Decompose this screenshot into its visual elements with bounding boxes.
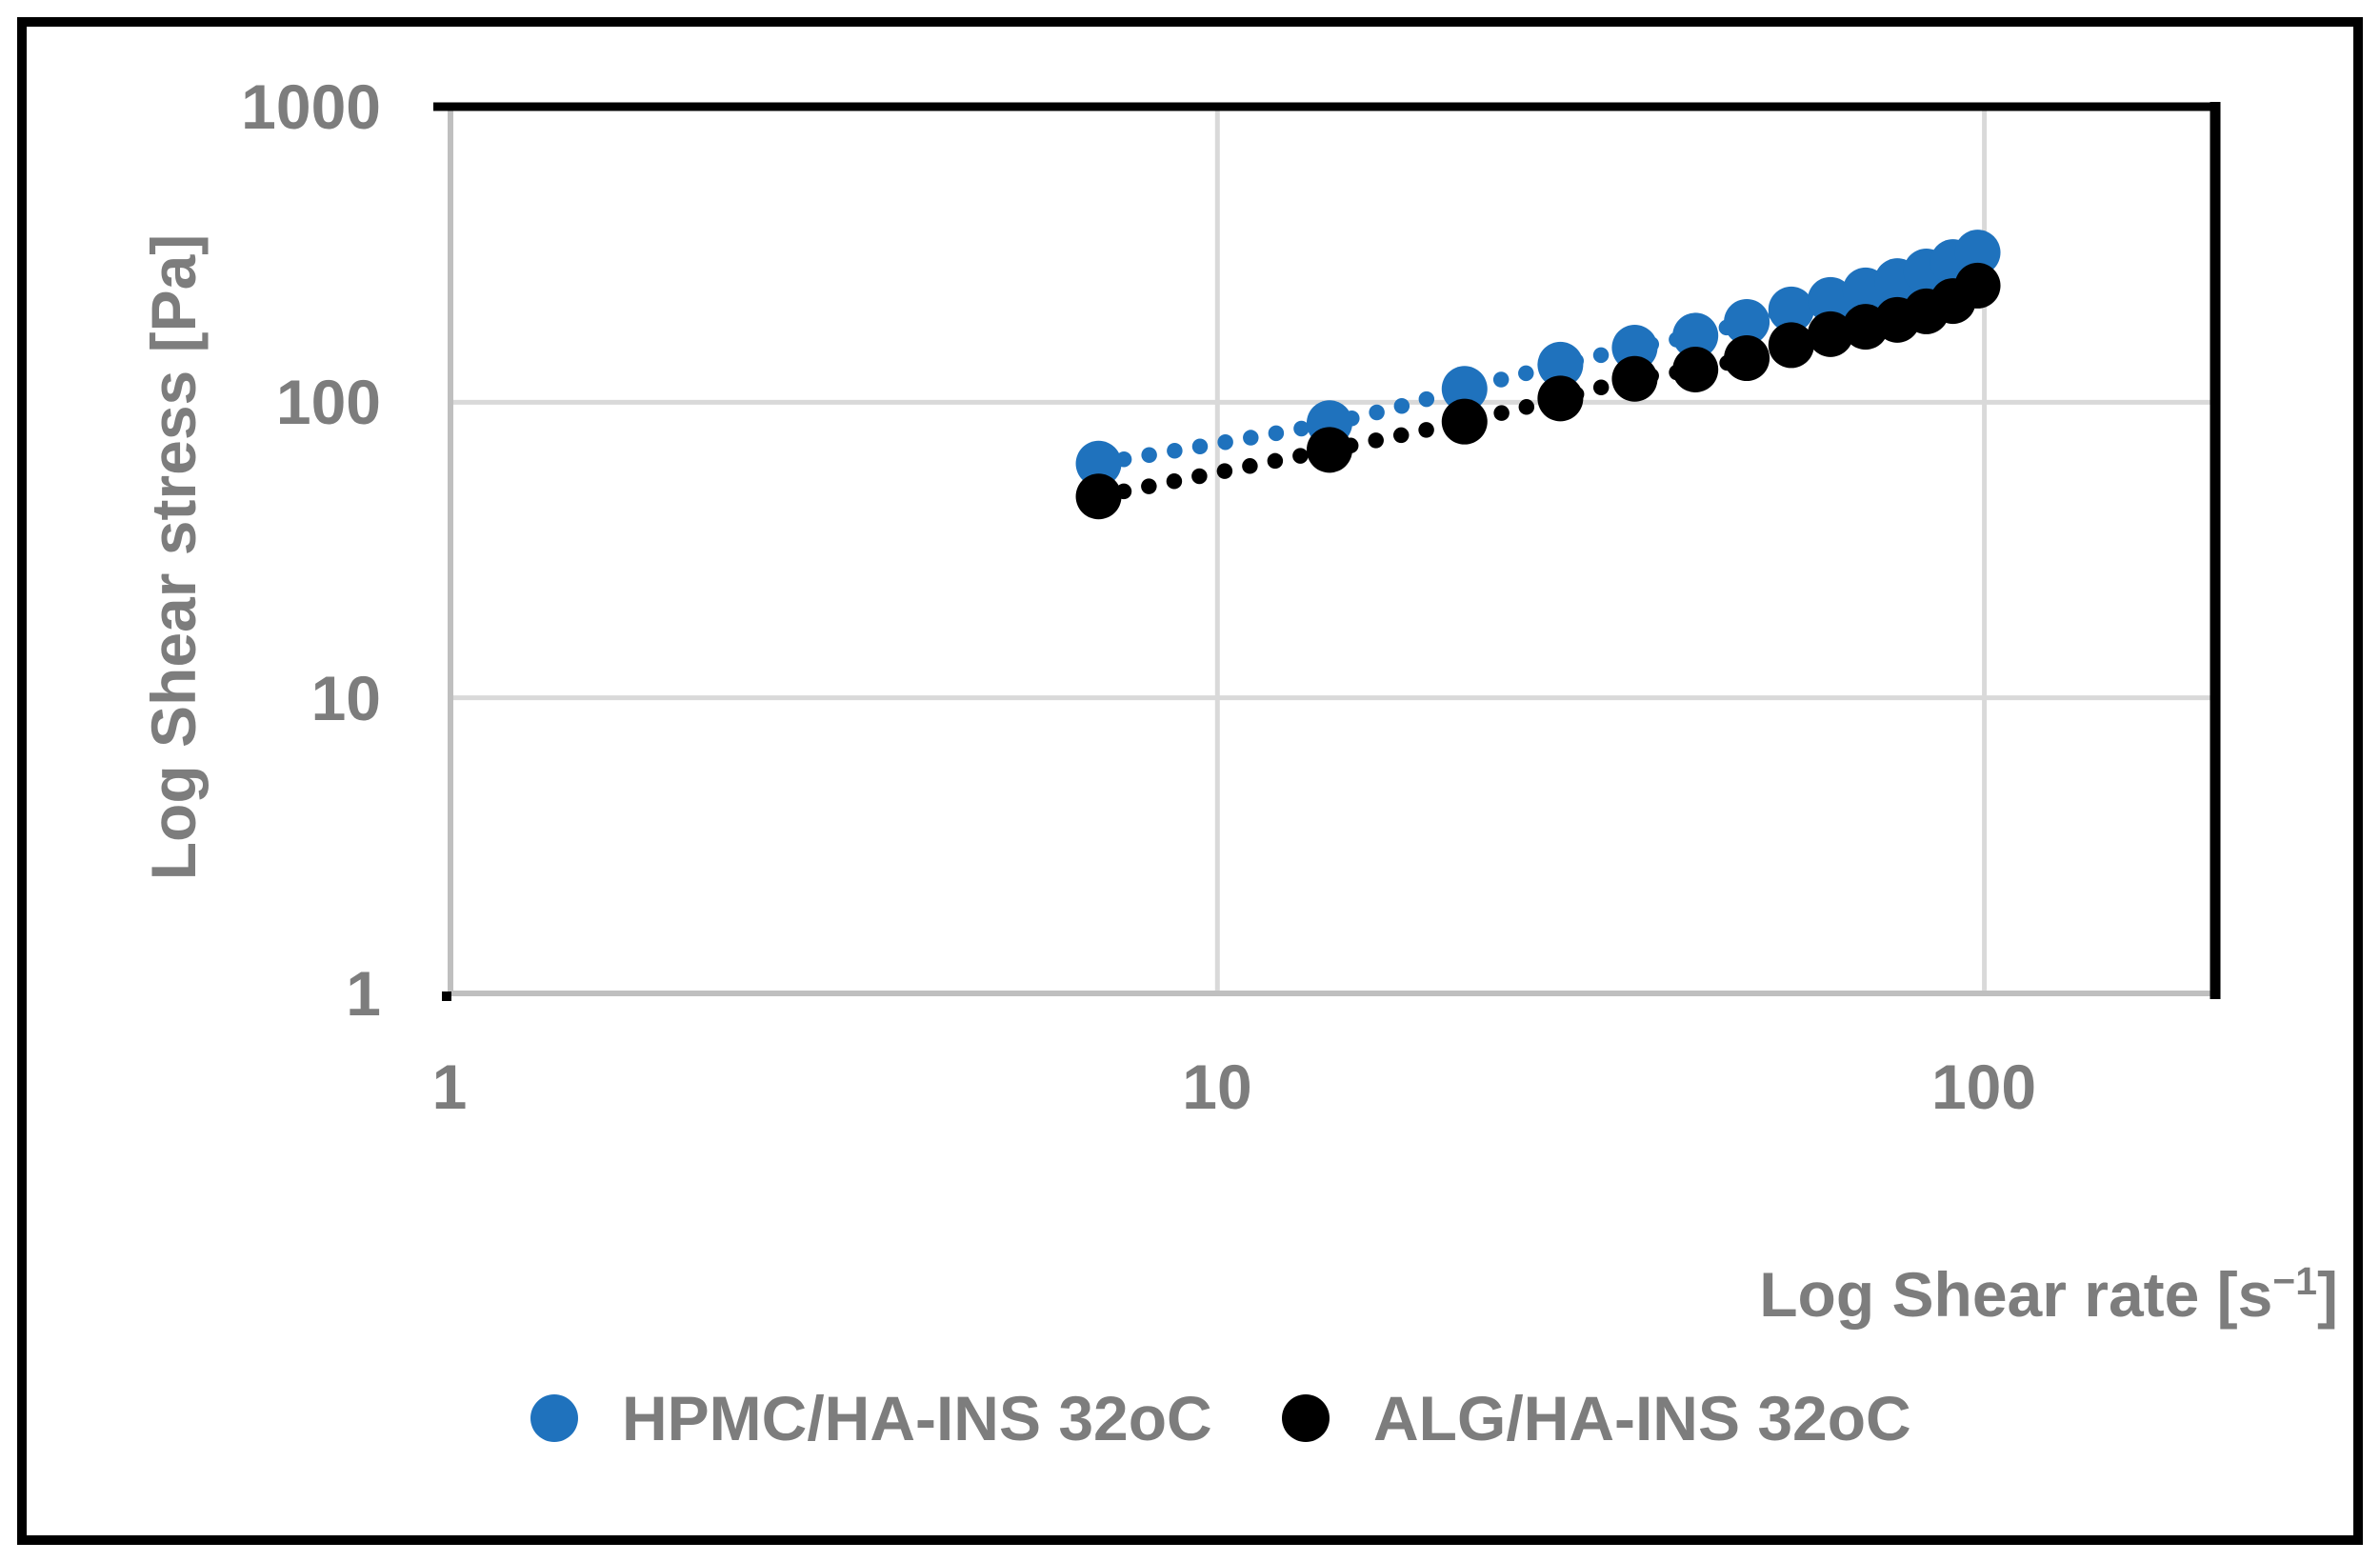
legend-marker-alg-icon xyxy=(1282,1394,1330,1442)
x-tick-10: 10 xyxy=(1182,1051,1252,1122)
legend-entry-hpmc: HPMC/HA-INS 32oC xyxy=(530,1366,1212,1471)
marker-hpmc-x42 xyxy=(1672,312,1719,359)
marker-hpmc-x7 xyxy=(1075,440,1122,487)
chart-legend: HPMC/HA-INS 32oC ALG/HA-INS 32oC xyxy=(0,1366,2380,1471)
marker-hpmc-x98 xyxy=(1954,230,2001,276)
x-axis-title-close: ] xyxy=(2317,1259,2338,1330)
y-tick-1000: 1000 xyxy=(241,71,381,142)
marker-hpmc-x28 xyxy=(1537,341,1584,388)
legend-entry-alg: ALG/HA-INS 32oC xyxy=(1282,1366,1911,1471)
x-tick-1: 1 xyxy=(431,1051,468,1122)
marker-hpmc-x56 xyxy=(1768,286,1814,332)
marker-alg-x35 xyxy=(1611,355,1658,402)
legend-marker-hpmc-icon xyxy=(530,1394,578,1442)
axis-corner-tick xyxy=(442,991,451,1001)
y-tick-1: 1 xyxy=(346,958,381,1029)
legend-label-hpmc: HPMC/HA-INS 32oC xyxy=(622,1383,1212,1453)
marker-alg-x42 xyxy=(1672,347,1719,393)
marker-hpmc-x49 xyxy=(1724,298,1770,345)
x-axis-title-superscript: −1 xyxy=(2272,1259,2318,1303)
x-tick-100: 100 xyxy=(1930,1051,2037,1122)
marker-hpmc-x21 xyxy=(1441,366,1488,412)
marker-alg-x98 xyxy=(1954,262,2001,309)
marker-alg-x14 xyxy=(1306,427,1352,473)
y-axis-title: Log Shear stress [Pa] xyxy=(138,233,209,881)
marker-alg-x49 xyxy=(1724,335,1770,382)
marker-alg-x7 xyxy=(1075,473,1122,520)
x-axis-title: Log Shear rate [s−1] xyxy=(1759,1248,2338,1328)
figure-border xyxy=(17,17,2363,1545)
y-tick-10: 10 xyxy=(310,663,381,733)
marker-alg-x63 xyxy=(1807,310,1853,357)
marker-alg-x21 xyxy=(1441,398,1488,445)
marker-hpmc-x63 xyxy=(1807,276,1853,323)
legend-label-alg: ALG/HA-INS 32oC xyxy=(1373,1383,1911,1453)
x-axis-title-main: Log Shear rate [s xyxy=(1759,1259,2273,1330)
marker-alg-x28 xyxy=(1537,375,1584,422)
y-tick-100: 100 xyxy=(275,367,381,437)
marker-alg-x56 xyxy=(1768,322,1814,369)
